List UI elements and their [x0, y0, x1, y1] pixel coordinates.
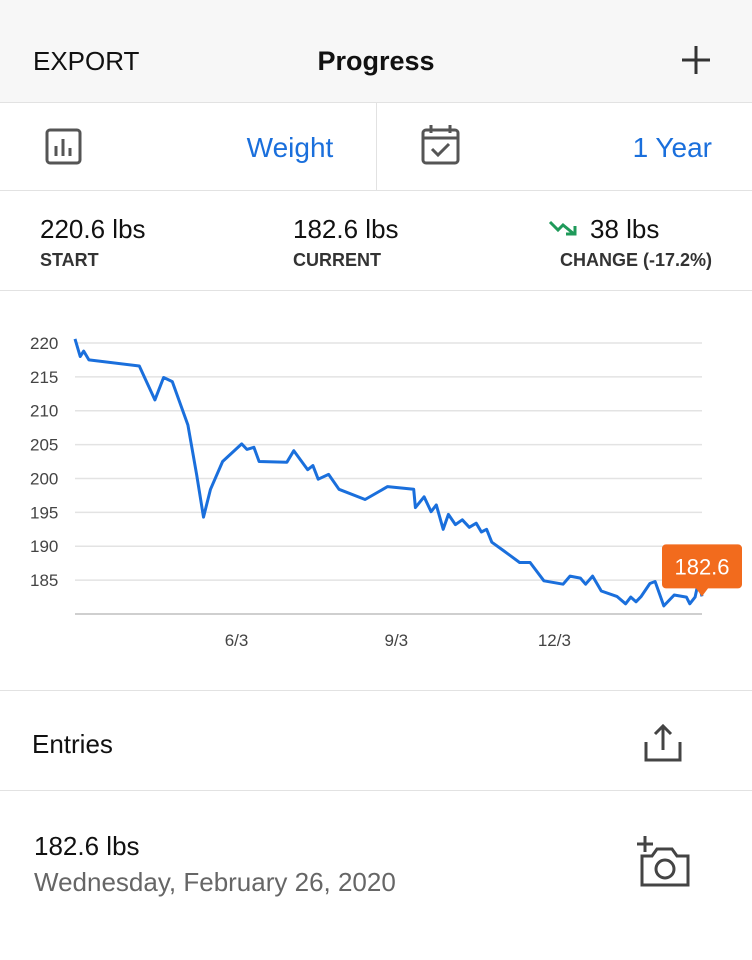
- weight-line: [73, 338, 704, 608]
- y-tick-label: 190: [30, 537, 58, 556]
- x-tick-label: 6/3: [225, 631, 249, 650]
- y-tick-label: 195: [30, 503, 58, 522]
- stat-value: 182.6 lbs: [293, 214, 399, 244]
- add-button[interactable]: [680, 44, 712, 76]
- range-selector[interactable]: 1 Year: [632, 132, 712, 163]
- page-title: Progress: [317, 46, 435, 76]
- trend-down-icon: [548, 220, 577, 236]
- calendar-icon[interactable]: [421, 123, 461, 167]
- y-tick-label: 185: [30, 571, 58, 590]
- divider: [376, 102, 377, 190]
- divider: [0, 690, 752, 691]
- y-tick-label: 215: [30, 368, 58, 387]
- x-tick-label: 12/3: [538, 631, 571, 650]
- entries-title: Entries: [32, 729, 113, 759]
- y-tick-label: 200: [30, 469, 58, 488]
- export-button[interactable]: EXPORT: [33, 46, 140, 76]
- add-photo-button[interactable]: [636, 834, 692, 888]
- divider: [0, 290, 752, 291]
- entry-weight[interactable]: 182.6 lbs: [34, 831, 140, 861]
- stat-value: 220.6 lbs: [40, 214, 146, 244]
- divider: [0, 190, 752, 191]
- chart-type-icon[interactable]: [45, 128, 83, 166]
- stat-label: CHANGE (-17.2%): [559, 250, 712, 270]
- y-tick-label: 205: [30, 436, 58, 455]
- metric-selector[interactable]: Weight: [246, 132, 334, 163]
- entry-date[interactable]: Wednesday, February 26, 2020: [34, 867, 396, 897]
- y-tick-label: 220: [30, 334, 58, 353]
- stat-label: START: [40, 250, 99, 270]
- value-callout: [662, 544, 742, 597]
- stat-label: CURRENT: [293, 250, 381, 270]
- header-bar: [0, 0, 752, 102]
- x-tick-label: 9/3: [384, 631, 408, 650]
- value-label: 182.6: [674, 554, 729, 579]
- stat-value: 38 lbs: [590, 214, 660, 244]
- weight-chart: 185 190 195 200 205 210 215 220 6/3 9/3 12/3 182.6: [30, 334, 742, 650]
- share-button[interactable]: [642, 722, 684, 764]
- y-tick-label: 210: [30, 402, 58, 421]
- divider: [0, 790, 752, 791]
